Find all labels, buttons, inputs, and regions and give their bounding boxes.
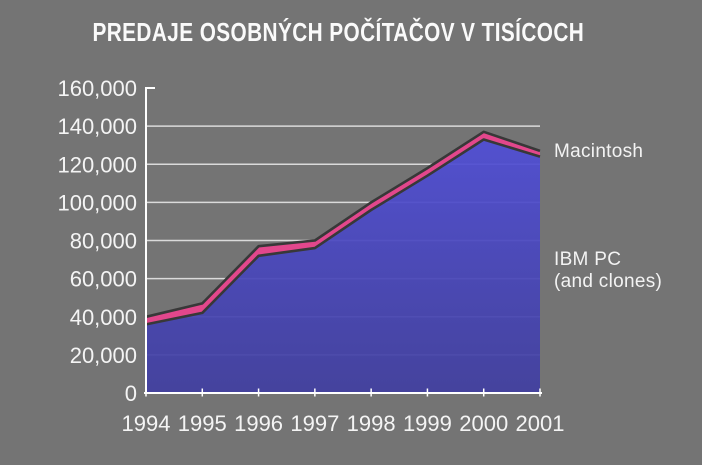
y-axis-label: 120,000 xyxy=(57,152,137,177)
macintosh-series-label: Macintosh xyxy=(554,141,643,163)
x-axis-label: 1999 xyxy=(403,411,452,436)
ibm-series-label: IBM PC (and clones) xyxy=(554,249,662,293)
x-axis-label: 2000 xyxy=(459,411,508,436)
x-axis-label: 1998 xyxy=(347,411,396,436)
ibm-pc-top-line xyxy=(145,138,541,326)
macintosh-series-label-text: Macintosh xyxy=(554,141,644,162)
ibm-pc-area xyxy=(146,139,540,393)
y-axis-label: 60,000 xyxy=(70,267,137,292)
x-axis-label: 1994 xyxy=(122,411,171,436)
x-axis-label: 1995 xyxy=(178,411,227,436)
y-axis-label: 160,000 xyxy=(57,76,137,101)
y-axis-label: 20,000 xyxy=(70,343,137,368)
x-axis-label: 1996 xyxy=(234,411,283,436)
ibm-series-label-line1: IBM PC xyxy=(554,249,622,270)
y-axis-label: 80,000 xyxy=(70,229,137,254)
chart-title-text: PREDAJE OSOBNÝCH POČÍTAČOV V TISÍCOCH xyxy=(92,17,584,47)
y-axis-label: 140,000 xyxy=(57,114,137,139)
x-axis-label: 2001 xyxy=(516,411,565,436)
chart-title: PREDAJE OSOBNÝCH POČÍTAČOV V TISÍCOCH xyxy=(0,17,676,48)
x-axis-label: 1997 xyxy=(290,411,339,436)
y-axis-label: 0 xyxy=(125,381,137,406)
macintosh-top-line xyxy=(145,130,541,319)
y-axis-label: 40,000 xyxy=(70,305,137,330)
ibm-series-label-line2: (and clones) xyxy=(554,271,663,292)
y-axis-label: 100,000 xyxy=(57,190,137,215)
